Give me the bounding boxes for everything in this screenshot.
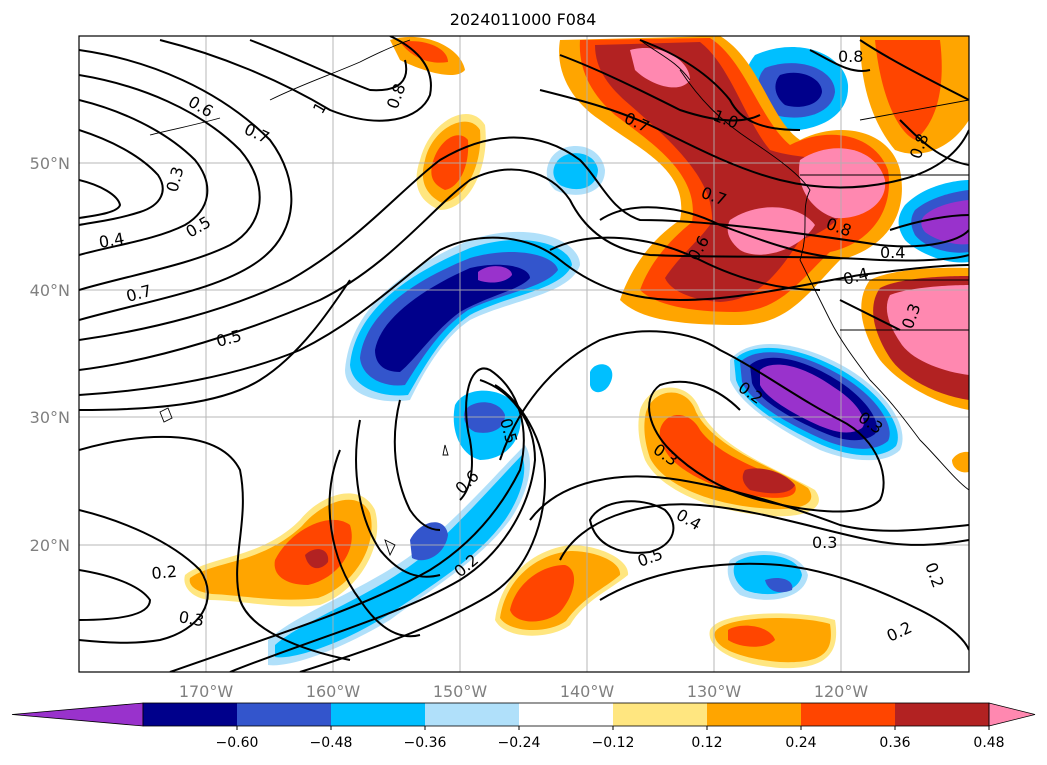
contour-label: 0.7 — [241, 119, 272, 147]
contour-label: 0.2 — [921, 560, 948, 590]
colorbar-box — [143, 703, 237, 726]
colorbar-box — [707, 703, 801, 726]
colorbar-tick-label: −0.60 — [216, 735, 259, 751]
colorbar-box — [895, 703, 989, 726]
contour-label: 0.3 — [163, 165, 188, 195]
negative-anomaly-shading — [921, 200, 969, 245]
map-title: 2024011000 F084 — [450, 10, 597, 29]
positive-anomaly-shading — [727, 207, 815, 255]
negative-anomaly-shading — [775, 72, 822, 107]
contour-label: 0.4 — [880, 243, 905, 262]
positive-anomaly-shading — [728, 625, 775, 647]
lon-tick-label: 120°W — [814, 682, 869, 701]
colorbar-box — [519, 703, 613, 726]
lon-tick-label: 160°W — [306, 682, 361, 701]
contour-label: 0.8 — [383, 81, 410, 111]
lon-tick-label: 150°W — [433, 682, 488, 701]
positive-anomaly-shading — [400, 41, 448, 63]
positive-anomaly-shading — [510, 565, 575, 622]
negative-anomaly-shading — [463, 402, 505, 433]
negative-anomaly-shading — [410, 522, 448, 561]
colorbar-tick-label: 0.24 — [785, 735, 816, 751]
colorbar-tick-label: 0.48 — [973, 735, 1004, 751]
contour-label: 0.3 — [812, 533, 837, 552]
negative-anomaly-shading — [553, 153, 598, 190]
contour-label: 0.8 — [838, 47, 863, 66]
contour-label: 0.6 — [451, 466, 482, 497]
contour-lines — [79, 36, 969, 672]
lon-tick-label: 170°W — [179, 682, 234, 701]
colorbar-box — [425, 703, 519, 726]
lat-tick-label: 50°N — [30, 154, 70, 173]
negative-anomaly-shading — [478, 266, 512, 283]
negative-anomaly-shading — [275, 455, 525, 658]
contour-label: 0.4 — [97, 229, 125, 252]
positive-anomaly-shading — [305, 549, 329, 569]
contour-label: 1 — [309, 99, 331, 117]
colorbar-extend-high — [988, 702, 1036, 727]
contour-label: 0.5 — [214, 326, 244, 351]
colorbar-tick-label: −0.48 — [310, 735, 353, 751]
colorbar-tick-label: 0.12 — [691, 735, 722, 751]
colorbar: −0.60 −0.48 −0.36 −0.24 −0.12 0.12 0.24 0.36 0.4… — [11, 702, 1036, 751]
colorbar-box — [237, 703, 331, 726]
filled-anomaly-regions — [184, 36, 969, 669]
lat-tick-label: 20°N — [30, 536, 70, 555]
lon-tick-label: 130°W — [687, 682, 742, 701]
colorbar-tick-label: −0.24 — [498, 735, 541, 751]
contour-label: 0.2 — [884, 618, 915, 646]
colorbar-box — [801, 703, 895, 726]
coastlines — [149, 39, 969, 557]
lat-tick-label: 40°N — [30, 281, 70, 300]
negative-anomaly-shading — [765, 578, 793, 593]
colorbar-box — [613, 703, 707, 726]
positive-anomaly-shading — [630, 48, 690, 88]
map-frame — [78, 35, 970, 673]
positive-anomaly-shading — [799, 148, 886, 219]
colorbar-box — [331, 703, 425, 726]
colorbar-tick-label: 0.36 — [879, 735, 910, 751]
contour-label: 0.5 — [183, 212, 215, 241]
positive-anomaly-shading — [742, 468, 795, 494]
map-area: 0.6 0.7 0.8 1 0.3 0.4 0.5 0.7 0.5 0.2 0.… — [79, 36, 969, 672]
contour-label: 0.3 — [177, 607, 205, 630]
lat-tick-label: 30°N — [30, 408, 70, 427]
colorbar-tick-label: −0.12 — [592, 735, 635, 751]
contour-label: 0.4 — [841, 264, 871, 289]
contour-label: 0.4 — [673, 505, 705, 534]
negative-anomaly-shading — [760, 364, 864, 433]
lon-tick-label: 140°W — [560, 682, 615, 701]
longitude-labels: 170°W 160°W 150°W 140°W 130°W 120°W — [179, 682, 869, 701]
positive-anomaly-shading — [875, 40, 942, 140]
latitude-labels: 20°N 30°N 40°N 50°N — [30, 154, 70, 555]
colorbar-extend-low — [11, 702, 144, 727]
contour-label: 0.2 — [151, 562, 178, 583]
negative-anomaly-shading — [590, 364, 613, 393]
positive-anomaly-shading — [952, 451, 969, 473]
colorbar-frame — [142, 702, 990, 727]
negative-anomaly-shading — [375, 264, 530, 372]
colorbar-tick-label: −0.36 — [404, 735, 447, 751]
